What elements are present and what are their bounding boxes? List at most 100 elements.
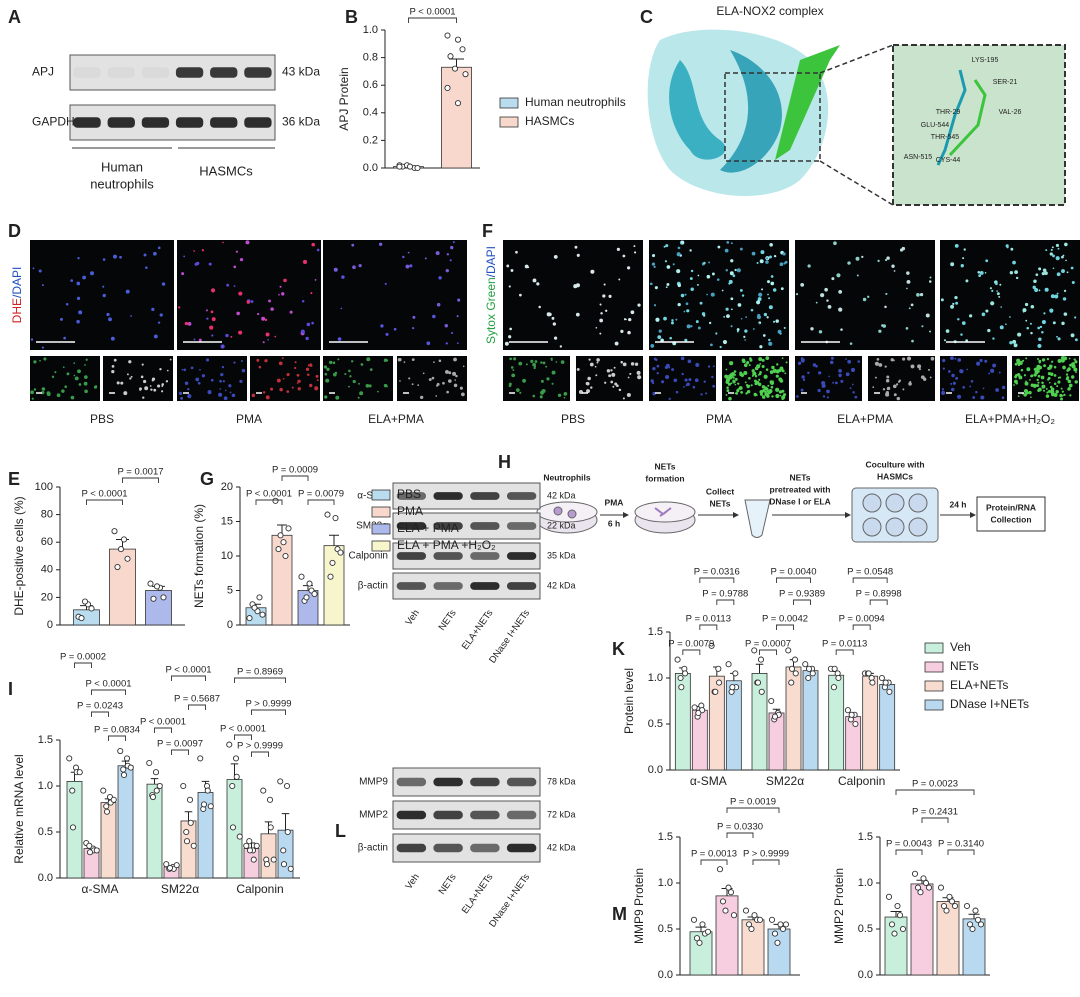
cell bbox=[732, 380, 736, 384]
cell bbox=[130, 375, 133, 378]
data-point bbox=[100, 787, 107, 794]
cell bbox=[360, 363, 364, 366]
data-point bbox=[153, 787, 160, 794]
data-point bbox=[974, 916, 982, 923]
cell bbox=[1001, 396, 1005, 400]
blot-kda: 42 kDa bbox=[547, 842, 576, 852]
cell bbox=[183, 368, 187, 372]
cell bbox=[771, 395, 774, 398]
blot-kda: 36 kDa bbox=[282, 115, 320, 129]
cell bbox=[161, 390, 164, 393]
cell bbox=[970, 380, 974, 383]
significance-bracket bbox=[852, 577, 888, 583]
bar bbox=[862, 675, 879, 771]
cell bbox=[966, 368, 969, 371]
group-label: HASMCs bbox=[199, 163, 253, 178]
data-point bbox=[690, 916, 698, 923]
cell bbox=[250, 300, 254, 303]
cell bbox=[452, 371, 457, 376]
cell bbox=[666, 283, 670, 286]
p-value: P = 0.0043 bbox=[886, 839, 932, 850]
cell bbox=[751, 251, 756, 256]
cell bbox=[351, 243, 355, 247]
blot-band bbox=[244, 117, 272, 128]
cell bbox=[510, 366, 514, 369]
significance-bracket bbox=[251, 709, 286, 715]
cell bbox=[818, 330, 823, 334]
cell bbox=[1047, 366, 1051, 371]
cell bbox=[998, 371, 1001, 374]
p-value: P = 0.8998 bbox=[856, 589, 902, 600]
cell bbox=[664, 260, 668, 263]
cell bbox=[688, 378, 692, 382]
cell bbox=[727, 376, 731, 380]
data-point bbox=[280, 847, 287, 854]
cell bbox=[768, 389, 773, 394]
cell bbox=[761, 288, 764, 291]
cell bbox=[575, 283, 580, 288]
data-point bbox=[785, 647, 792, 654]
cell bbox=[951, 387, 955, 392]
data-point bbox=[830, 684, 837, 691]
cell bbox=[1041, 330, 1044, 334]
cell bbox=[690, 325, 693, 328]
cell bbox=[769, 243, 773, 247]
cell bbox=[748, 364, 751, 367]
cell bbox=[82, 275, 87, 280]
cell bbox=[765, 368, 769, 371]
cell bbox=[1069, 363, 1072, 367]
cell bbox=[765, 356, 770, 361]
p-value: P < 0.0001 bbox=[81, 489, 127, 500]
cell bbox=[453, 357, 457, 362]
legend-label: PBS bbox=[397, 487, 421, 501]
y-tick-label: 0.5 bbox=[658, 923, 673, 935]
significance-bracket bbox=[171, 675, 206, 681]
cell bbox=[262, 341, 265, 344]
cell bbox=[908, 307, 911, 310]
cell bbox=[352, 379, 356, 384]
cell bbox=[608, 374, 612, 378]
cell bbox=[207, 390, 212, 395]
data-point bbox=[66, 755, 73, 762]
data-point bbox=[117, 747, 124, 755]
cell bbox=[612, 385, 615, 388]
data-point bbox=[152, 769, 160, 776]
blot-kda: 42 kDa bbox=[547, 490, 576, 500]
cell bbox=[1006, 246, 1009, 249]
cell bbox=[826, 396, 829, 399]
significance-bracket bbox=[699, 624, 718, 630]
blot-band bbox=[506, 492, 537, 500]
cell bbox=[1056, 292, 1059, 295]
y-tick-label: 0.0 bbox=[648, 764, 663, 776]
bar bbox=[768, 712, 785, 771]
cell bbox=[739, 247, 743, 251]
cell bbox=[680, 356, 685, 361]
cell bbox=[102, 258, 106, 261]
cell bbox=[377, 390, 379, 393]
cell bbox=[508, 285, 511, 288]
cell bbox=[775, 319, 779, 323]
cell bbox=[765, 260, 769, 264]
residue-label: LYS-195 bbox=[972, 57, 999, 64]
data-point bbox=[117, 546, 125, 553]
blot-band bbox=[470, 522, 500, 530]
data-point bbox=[150, 595, 157, 602]
x-tick-label: SM22α bbox=[766, 774, 804, 788]
y-tick-label: 1.0 bbox=[858, 877, 873, 889]
cell bbox=[357, 396, 360, 399]
y-tick-label: 10 bbox=[221, 550, 233, 562]
cell bbox=[1023, 388, 1029, 394]
cell bbox=[1030, 383, 1034, 387]
data-point bbox=[805, 665, 813, 672]
cell bbox=[916, 292, 920, 297]
cell bbox=[1037, 370, 1040, 373]
cell bbox=[984, 271, 987, 274]
lane-label: Veh bbox=[403, 872, 421, 892]
cell bbox=[300, 329, 305, 334]
bar bbox=[715, 895, 739, 976]
data-point bbox=[677, 674, 684, 682]
data-point bbox=[925, 884, 933, 891]
blot-kda: 72 kDa bbox=[547, 809, 576, 819]
cell bbox=[613, 366, 616, 369]
cell bbox=[1063, 312, 1068, 316]
